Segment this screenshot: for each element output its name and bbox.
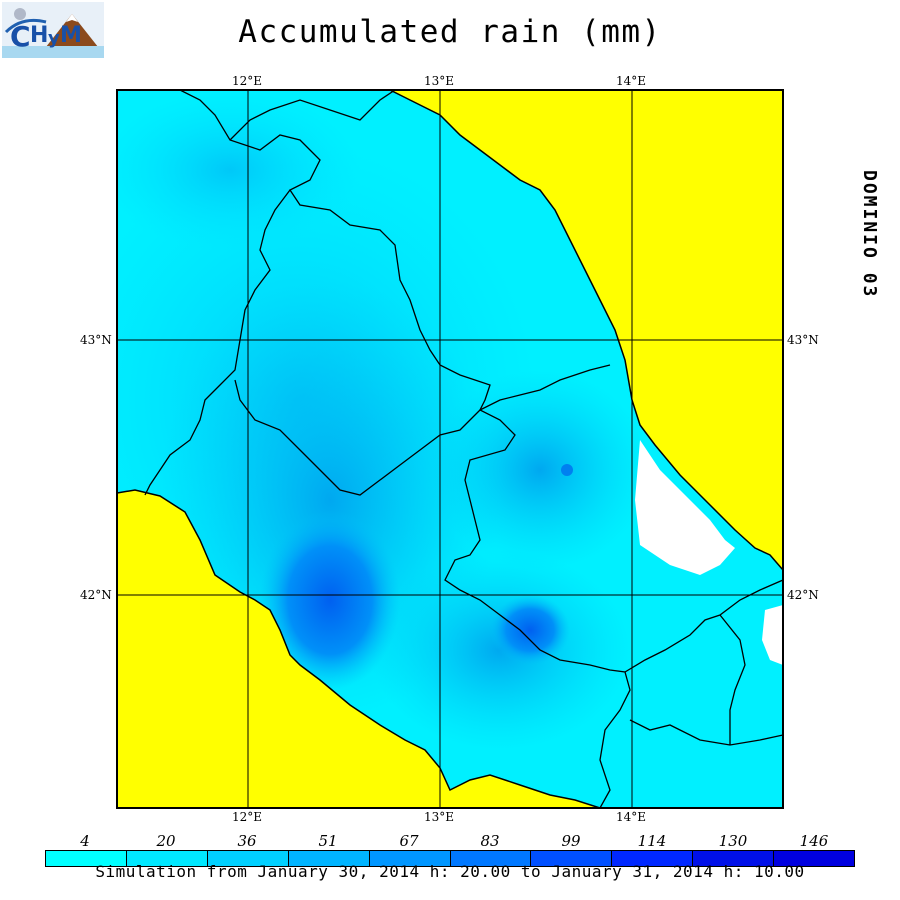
rain-zone-east [430,370,650,570]
region-border-molise-campania [629,719,783,746]
colorbar-segment [774,851,855,866]
rain-zone-north [117,90,360,250]
svg-text:M: M [60,23,82,48]
lon-label-top-12e: 12°E [232,74,263,88]
colorbar-segment [531,851,613,866]
lon-label-bottom-12e: 12°E [232,810,263,824]
legend-value: 114 [637,832,667,850]
svg-text:C: C [10,20,31,53]
colorbar-segment [207,851,289,866]
rain-max-rome [260,510,400,690]
legend-value: 36 [237,832,257,850]
lon-label-top-14e: 14°E [616,74,647,88]
colorbar-segment [288,851,370,866]
colorbar-segment [46,851,127,866]
adriatic-sea [390,90,783,570]
legend-values: 4 20 36 51 67 83 99 114 130 146 [45,832,855,850]
chym-logo: C H y M [2,2,104,58]
colorbar-segment [693,851,775,866]
legend-value: 4 [80,832,90,850]
lon-label-bottom-14e: 14°E [616,810,647,824]
region-border-san-marino [229,90,396,141]
region-border-umbria-lazio [234,379,481,496]
domain-label-wrapper: DOMINIO 03 [850,170,890,298]
adriatic-coastline [389,90,783,571]
lon-label-bottom-13e: 13°E [424,810,455,824]
legend-value: 130 [718,832,748,850]
region-border-tuscany-marche [179,90,631,808]
map-title: Accumulated rain (mm) [238,14,662,50]
lat-label-right-43n: 43°N [787,333,819,347]
domain-label: DOMINIO 03 [859,170,880,299]
legend-value: 51 [318,832,338,850]
legend-value: 83 [480,832,500,850]
colorbar [45,850,855,867]
no-data-area-2 [762,605,783,665]
lon-label-top-13e: 13°E [424,74,455,88]
legend-value: 67 [399,832,419,850]
lat-label-right-42n: 42°N [787,588,819,602]
no-data-area [635,440,735,575]
region-border-molise [719,614,746,745]
svg-text:H: H [30,23,48,48]
colorbar-segment [126,851,208,866]
svg-text:y: y [48,28,60,49]
map-frame [116,89,784,809]
tyrrhenian-sea [117,490,600,808]
lat-label-left-42n: 42°N [80,588,112,602]
tyrrhenian-coastline [117,489,601,808]
lat-label-left-43n: 43°N [80,333,112,347]
rain-max-frosinone [490,595,570,665]
region-border-marche-abruzzo [479,364,611,411]
legend-value: 99 [561,832,581,850]
colorbar-segment [369,851,451,866]
colorbar-segment [612,851,694,866]
colorbar-segment [450,851,532,866]
simulation-period: Simulation from January 30, 2014 h: 20.0… [95,862,805,881]
legend-value: 146 [799,832,829,850]
region-border-abruzzo-molise [624,579,783,673]
region-border-umbria [144,189,291,496]
legend-value: 20 [156,832,176,850]
rain-max-abruzzo [561,464,573,476]
